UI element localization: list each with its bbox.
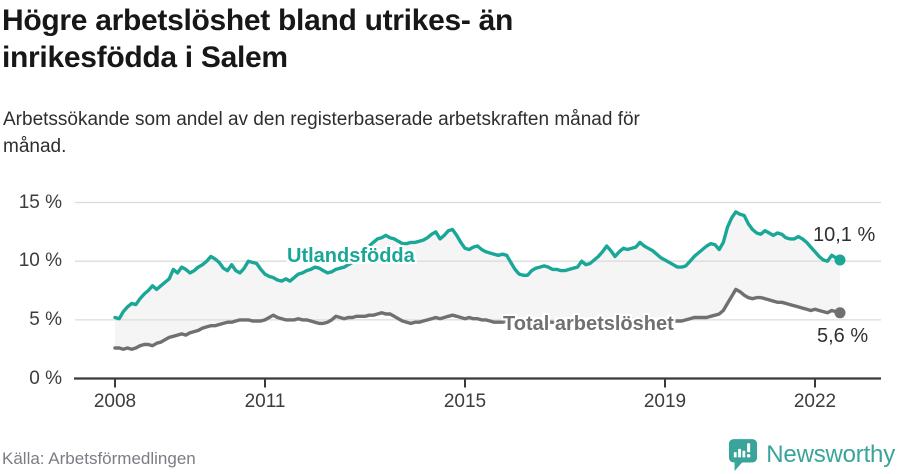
source-attribution: Källa: Arbetsförmedlingen (2, 449, 196, 468)
subtitle-line-2: månad. (3, 136, 67, 157)
title-line-1: Högre arbetslöshet bland utrikes- än (2, 4, 513, 37)
x-axis-label: 2011 (244, 391, 286, 412)
series-label-utlandsfodda: Utlandsfödda (287, 245, 415, 267)
newsworthy-logo-link[interactable]: Newsworthy (728, 438, 895, 472)
bar-tall (738, 448, 742, 458)
y-axis-label: 0 % (29, 367, 62, 389)
series-layer (113, 210, 846, 351)
band-fill-layer (115, 211, 840, 350)
y-axis-label: 15 % (18, 191, 62, 213)
title-line-2: inrikesfödda i Salem (2, 41, 288, 74)
x-axis-label: 2015 (443, 391, 487, 412)
exclamation-dot (747, 453, 751, 458)
series-end-dot-1 (834, 307, 846, 319)
x-axis-label: 2022 (793, 391, 837, 412)
series-end-dot-0 (834, 254, 846, 266)
newsworthy-bubble-icon (729, 439, 758, 471)
bar-medium (742, 450, 746, 458)
x-axis-label: 2008 (93, 391, 137, 412)
x-axis-label: 2019 (643, 391, 687, 412)
band-between-series (115, 211, 840, 350)
subtitle-line-1: Arbetssökande som andel av den registerb… (3, 109, 640, 130)
page-title: Högre arbetslöshet bland utrikes- än inr… (2, 2, 513, 76)
chart-subtitle: Arbetssökande som andel av den registerb… (3, 106, 640, 160)
end-value-label-total: 5,6 % (817, 325, 869, 347)
series-line-1 (113, 287, 842, 351)
y-axis-label: 10 % (18, 250, 62, 272)
y-axis-label: 5 % (29, 308, 62, 330)
x-axis-layer (74, 377, 881, 388)
series-label-total-arbetsloshet: Total arbetslöshet (503, 313, 674, 335)
bar-small (734, 452, 737, 458)
series-line-0 (113, 210, 842, 321)
end-value-label-utlandsfodda: 10,1 % (813, 224, 876, 246)
newsworthy-wordmark: Newsworthy (766, 441, 895, 468)
exclamation-bar (747, 443, 751, 453)
